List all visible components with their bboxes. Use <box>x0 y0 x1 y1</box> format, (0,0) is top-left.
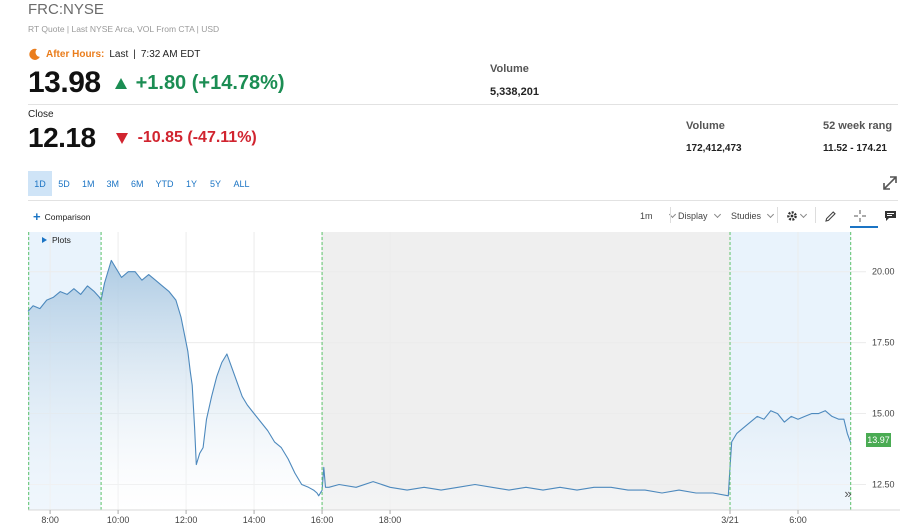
moon-icon <box>29 48 40 60</box>
interval-value: 1m <box>640 211 653 221</box>
chevron-down-icon <box>766 210 775 219</box>
after-hours-label: After Hours: <box>46 49 105 60</box>
last-price-tag: 13.97 <box>866 433 891 447</box>
divider <box>28 200 898 201</box>
x-tick-label: 6:00 <box>789 515 807 525</box>
after-hours-change-value: +1.80 (+14.78%) <box>135 71 285 94</box>
close-label: Close <box>28 109 54 120</box>
range-6m-button[interactable]: 6M <box>131 178 144 189</box>
studies-dropdown[interactable]: Studies <box>731 205 775 227</box>
range-5y-button[interactable]: 5Y <box>210 178 222 189</box>
volume-label: Volume <box>686 120 725 132</box>
active-tool-indicator <box>850 226 878 228</box>
close-price-row: 12.18 -10.85 (-47.11%) <box>28 122 257 154</box>
plots-toggle[interactable]: Plots <box>42 235 71 245</box>
range-all-button[interactable]: ALL <box>233 178 250 189</box>
comparison-label: Comparison <box>44 212 91 222</box>
display-label: Display <box>678 211 708 221</box>
range-1y-button[interactable]: 1Y <box>186 178 198 189</box>
x-tick-label: 12:00 <box>175 515 198 525</box>
market-closed-shading <box>322 232 731 510</box>
comment-icon <box>885 211 896 221</box>
close-change-value: -10.85 (-47.11%) <box>137 129 257 146</box>
range-3m-button[interactable]: 3M <box>106 178 120 189</box>
gear-icon <box>787 211 797 221</box>
after-hours-volume-label: Volume <box>490 63 529 75</box>
plots-label: Plots <box>52 235 71 245</box>
after-hours-time: 7:32 AM EDT <box>140 49 201 60</box>
chevron-down-icon <box>713 210 721 219</box>
volume-value: 172,412,473 <box>686 143 742 154</box>
x-tick-label: 3/21 <box>721 515 739 525</box>
separator: | <box>133 49 136 60</box>
divider <box>815 207 816 223</box>
scroll-to-latest-button[interactable]: » <box>836 483 860 503</box>
52-week-range-label: 52 week rang <box>823 120 893 132</box>
y-tick-label: 17.50 <box>872 338 895 348</box>
range-5d-button[interactable]: 5D <box>58 178 70 189</box>
pencil-icon <box>825 210 836 222</box>
range-ytd-button[interactable]: YTD <box>155 178 174 189</box>
after-hours-price: 13.98 <box>28 66 101 99</box>
double-chevron-right-icon: » <box>844 485 852 501</box>
divider <box>777 207 778 223</box>
52-week-range-value: 11.52 - 174.21 <box>823 143 887 154</box>
x-tick-label: 16:00 <box>311 515 334 525</box>
after-hours-row: After Hours: Last | 7:32 AM EDT <box>28 48 200 61</box>
studies-label: Studies <box>731 211 762 221</box>
x-tick-label: 8:00 <box>41 515 59 525</box>
down-arrow-icon <box>115 132 128 144</box>
close-price: 12.18 <box>28 122 96 153</box>
after-hours-last-label: Last <box>109 49 129 60</box>
interval-dropdown[interactable]: 1m <box>640 205 676 227</box>
ticker-symbol: FRC:NYSE <box>28 1 104 18</box>
divider <box>670 207 671 223</box>
x-tick-label: 18:00 <box>379 515 402 525</box>
comment-tool-button[interactable] <box>884 205 897 227</box>
up-arrow-icon <box>114 77 127 89</box>
x-tick-label: 10:00 <box>107 515 130 525</box>
price-area <box>28 260 851 510</box>
range-1m-button[interactable]: 1M <box>82 178 95 189</box>
settings-dropdown[interactable] <box>786 205 808 227</box>
close-change: -10.85 (-47.11%) <box>115 129 257 147</box>
crosshair-icon <box>854 210 866 222</box>
quote-source-line: RT Quote | Last NYSE Arca, VOL From CTA … <box>28 24 220 34</box>
y-tick-label: 12.50 <box>872 479 895 489</box>
display-dropdown[interactable]: Display <box>678 205 721 227</box>
after-hours-volume-value: 5,338,201 <box>490 86 539 98</box>
chevron-down-icon <box>799 210 808 219</box>
triangle-right-icon <box>42 237 47 243</box>
after-hours-change: +1.80 (+14.78%) <box>114 71 285 95</box>
range-1d-button[interactable]: 1D <box>28 171 52 196</box>
x-tick-label: 14:00 <box>243 515 266 525</box>
y-tick-label: 20.00 <box>872 267 895 277</box>
price-line <box>27 259 852 497</box>
after-hours-price-row: 13.98 +1.80 (+14.78%) <box>28 66 285 100</box>
expand-chart-icon[interactable] <box>881 174 899 192</box>
plus-icon: + <box>33 209 41 224</box>
time-range-selector: 1D 5D 1M 3M 6M YTD 1Y 5Y ALL <box>28 171 256 196</box>
y-tick-label: 15.00 <box>872 409 895 419</box>
divider <box>28 104 898 105</box>
price-chart[interactable]: 20.00 17.50 15.00 12.50 8:00 10:00 12:00 14:00 1… <box>0 230 900 530</box>
comparison-button[interactable]: + Comparison <box>33 209 91 224</box>
crosshair-tool-button[interactable] <box>853 205 867 227</box>
draw-tool-button[interactable] <box>824 205 837 227</box>
